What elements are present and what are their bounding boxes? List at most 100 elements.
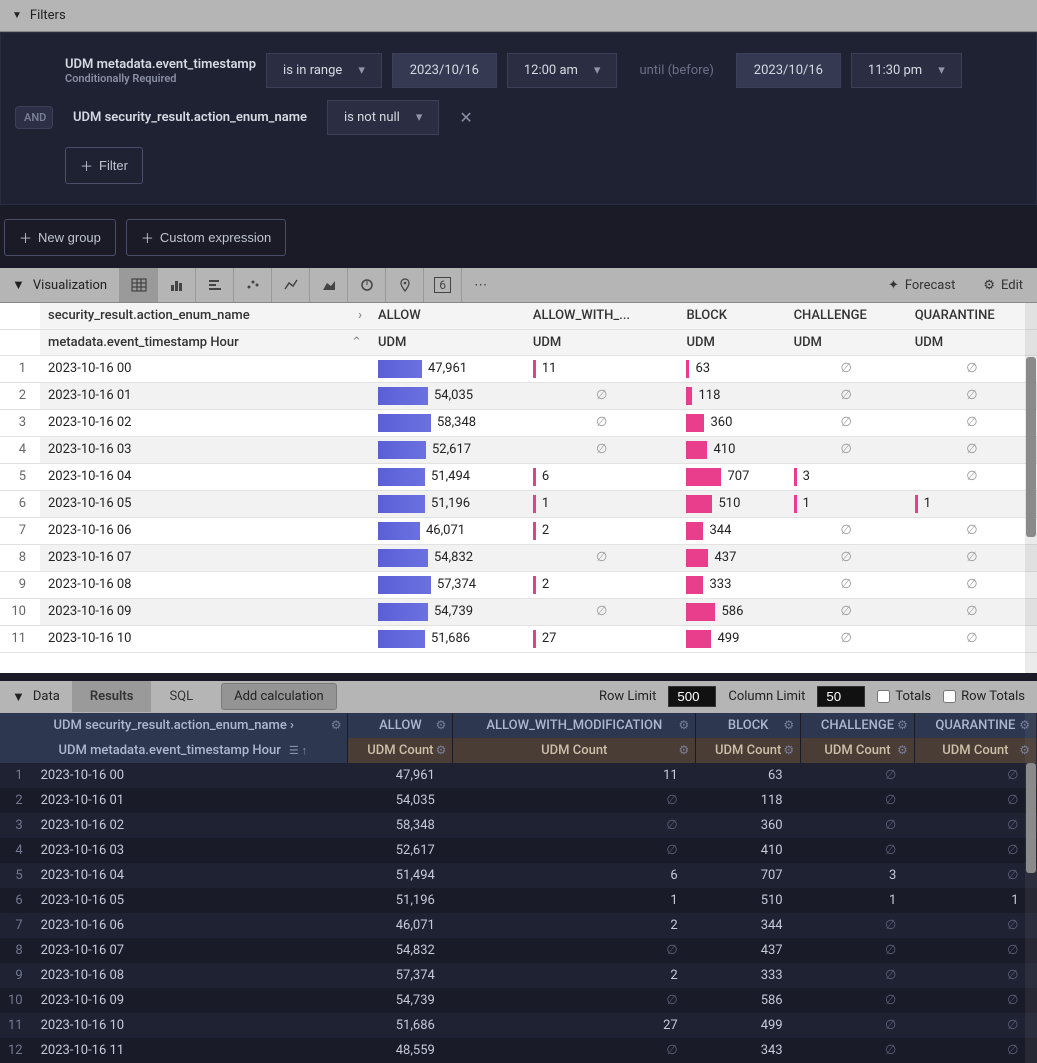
col-header[interactable]: CHALLENGE⚙: [801, 713, 915, 738]
table-row[interactable]: 82023-10-16 0754,832∅437∅∅: [0, 938, 1037, 963]
time-to-dropdown[interactable]: 11:30 pm: [851, 53, 962, 88]
table-row[interactable]: 32023-10-16 0258,348∅360∅∅: [0, 409, 1037, 436]
quarantine-cell: ∅: [907, 571, 1037, 598]
map-pin-icon[interactable]: [385, 268, 423, 302]
table-row[interactable]: 72023-10-16 0646,0712344∅∅: [0, 517, 1037, 544]
gear-icon[interactable]: ⚙: [897, 743, 908, 757]
table-row[interactable]: 112023-10-16 1051,68627499∅∅: [0, 625, 1037, 652]
date-from-input[interactable]: 2023/10/16: [392, 53, 497, 88]
gauge-icon[interactable]: [347, 268, 385, 302]
quarantine-cell: ∅: [907, 598, 1037, 625]
col-header[interactable]: QUARANTINE: [907, 303, 1037, 329]
col-header[interactable]: QUARANTINE⚙: [914, 713, 1036, 738]
table-row[interactable]: 62023-10-16 0551,196151011: [0, 490, 1037, 517]
challenge-cell: ∅: [786, 436, 907, 463]
plus-icon: ＋: [80, 156, 93, 175]
table-row[interactable]: 22023-10-16 0154,035∅118∅∅: [0, 788, 1037, 813]
more-icon[interactable]: ⋯: [461, 268, 499, 302]
table-row[interactable]: 12023-10-16 0047,9611163∅∅: [0, 355, 1037, 382]
data-table: UDM security_result.action_enum_name ›⚙ …: [0, 713, 1037, 1063]
time-from-dropdown[interactable]: 12:00 am: [507, 53, 618, 88]
gear-icon[interactable]: ⚙: [783, 718, 794, 732]
col-header[interactable]: ALLOW_WITH_MODIFICATION⚙: [453, 713, 696, 738]
table-row[interactable]: 62023-10-16 0551,196151011: [0, 888, 1037, 913]
totals-checkbox[interactable]: Totals: [877, 689, 931, 704]
add-filter-button[interactable]: ＋Filter: [65, 147, 143, 184]
table-row[interactable]: 112023-10-16 1051,68627499∅∅: [0, 1013, 1037, 1038]
table-row[interactable]: 42023-10-16 0352,617∅410∅∅: [0, 838, 1037, 863]
table-row[interactable]: 52023-10-16 0451,49467073∅: [0, 463, 1037, 490]
table-row[interactable]: 22023-10-16 0154,035∅118∅∅: [0, 382, 1037, 409]
table-row[interactable]: 52023-10-16 0451,49467073∅: [0, 863, 1037, 888]
dim-header[interactable]: UDM security_result.action_enum_name ›⚙: [0, 713, 348, 738]
scrollbar[interactable]: [1025, 303, 1037, 673]
row-field-header[interactable]: metadata.event_timestamp Hour⌃: [40, 329, 370, 355]
filter-op-action-dropdown[interactable]: is not null: [327, 100, 439, 135]
allow-cell: 54,035: [370, 382, 525, 409]
gear-icon[interactable]: ⚙: [331, 718, 342, 732]
measure-header[interactable]: UDM Count⚙: [801, 738, 915, 763]
challenge-cell: ∅: [786, 625, 907, 652]
table-icon[interactable]: [119, 268, 157, 302]
col-header[interactable]: BLOCK⚙: [696, 713, 801, 738]
col-header[interactable]: ALLOW: [370, 303, 525, 329]
row-field-header[interactable]: UDM metadata.event_timestamp Hour☰ ↑: [0, 738, 348, 763]
visualization-toggle[interactable]: ▼ Visualization: [0, 269, 119, 301]
table-row[interactable]: 102023-10-16 0954,739∅586∅∅: [0, 988, 1037, 1013]
row-totals-checkbox[interactable]: Row Totals: [943, 689, 1025, 704]
value-cell: 3: [801, 863, 915, 888]
filter-op-dropdown[interactable]: is in range: [266, 53, 382, 88]
area-chart-icon[interactable]: [309, 268, 347, 302]
value-cell: ∅: [453, 938, 696, 963]
scrollbar[interactable]: [1025, 713, 1037, 1063]
table-row[interactable]: 12023-10-16 0047,9611163∅∅: [0, 763, 1037, 788]
filter-label: UDM metadata.event_timestamp: [65, 57, 256, 72]
gear-icon[interactable]: ⚙: [678, 718, 689, 732]
new-group-button[interactable]: ＋New group: [4, 219, 116, 256]
table-row[interactable]: 72023-10-16 0646,0712344∅∅: [0, 913, 1037, 938]
table-row[interactable]: 42023-10-16 0352,617∅410∅∅: [0, 436, 1037, 463]
value-cell: 437: [696, 938, 801, 963]
gear-icon[interactable]: ⚙: [436, 718, 447, 732]
table-row[interactable]: 92023-10-16 0857,3742333∅∅: [0, 963, 1037, 988]
table-row[interactable]: 92023-10-16 0857,3742333∅∅: [0, 571, 1037, 598]
table-row[interactable]: 102023-10-16 0954,739∅586∅∅: [0, 598, 1037, 625]
remove-filter-icon[interactable]: ✕: [449, 102, 482, 133]
col-header[interactable]: ALLOW⚙: [348, 713, 453, 738]
scatter-icon[interactable]: [233, 268, 271, 302]
col-header[interactable]: BLOCK: [678, 303, 785, 329]
custom-expression-button[interactable]: ＋Custom expression: [126, 219, 286, 256]
date-to-input[interactable]: 2023/10/16: [736, 53, 841, 88]
table-row[interactable]: 122023-10-16 1148,559∅343∅∅: [0, 1038, 1037, 1063]
table-row[interactable]: 32023-10-16 0258,348∅360∅∅: [0, 813, 1037, 838]
gear-icon[interactable]: ⚙: [897, 718, 908, 732]
horizontal-bar-icon[interactable]: [195, 268, 233, 302]
line-chart-icon[interactable]: [271, 268, 309, 302]
measure-header[interactable]: UDM Count⚙: [453, 738, 696, 763]
gear-icon[interactable]: ⚙: [678, 743, 689, 757]
measure-header[interactable]: UDM Count⚙: [696, 738, 801, 763]
tab-sql[interactable]: SQL: [151, 681, 211, 712]
data-toggle[interactable]: ▼ Data: [0, 681, 72, 713]
gear-icon[interactable]: ⚙: [783, 743, 794, 757]
value-cell: ∅: [801, 838, 915, 863]
filters-header[interactable]: ▼ Filters: [0, 0, 1037, 32]
row-number: 12: [0, 1038, 33, 1063]
measure-header[interactable]: UDM Count⚙: [348, 738, 453, 763]
pivot-header[interactable]: security_result.action_enum_name›: [40, 303, 370, 329]
col-limit-input[interactable]: [817, 686, 865, 707]
single-value-icon[interactable]: 6: [423, 268, 461, 302]
and-operator[interactable]: AND: [15, 106, 53, 129]
row-number: 8: [0, 544, 40, 571]
add-calculation-button[interactable]: Add calculation: [221, 683, 337, 710]
col-header[interactable]: CHALLENGE: [786, 303, 907, 329]
col-header[interactable]: ALLOW_WITH_...: [525, 303, 679, 329]
measure-header[interactable]: UDM Count⚙: [914, 738, 1036, 763]
row-limit-input[interactable]: [668, 686, 716, 707]
edit-button[interactable]: ⚙Edit: [969, 270, 1037, 301]
forecast-button[interactable]: ✦Forecast: [874, 270, 969, 301]
bar-chart-icon[interactable]: [157, 268, 195, 302]
gear-icon[interactable]: ⚙: [436, 743, 447, 757]
table-row[interactable]: 82023-10-16 0754,832∅437∅∅: [0, 544, 1037, 571]
tab-results[interactable]: Results: [72, 681, 152, 712]
